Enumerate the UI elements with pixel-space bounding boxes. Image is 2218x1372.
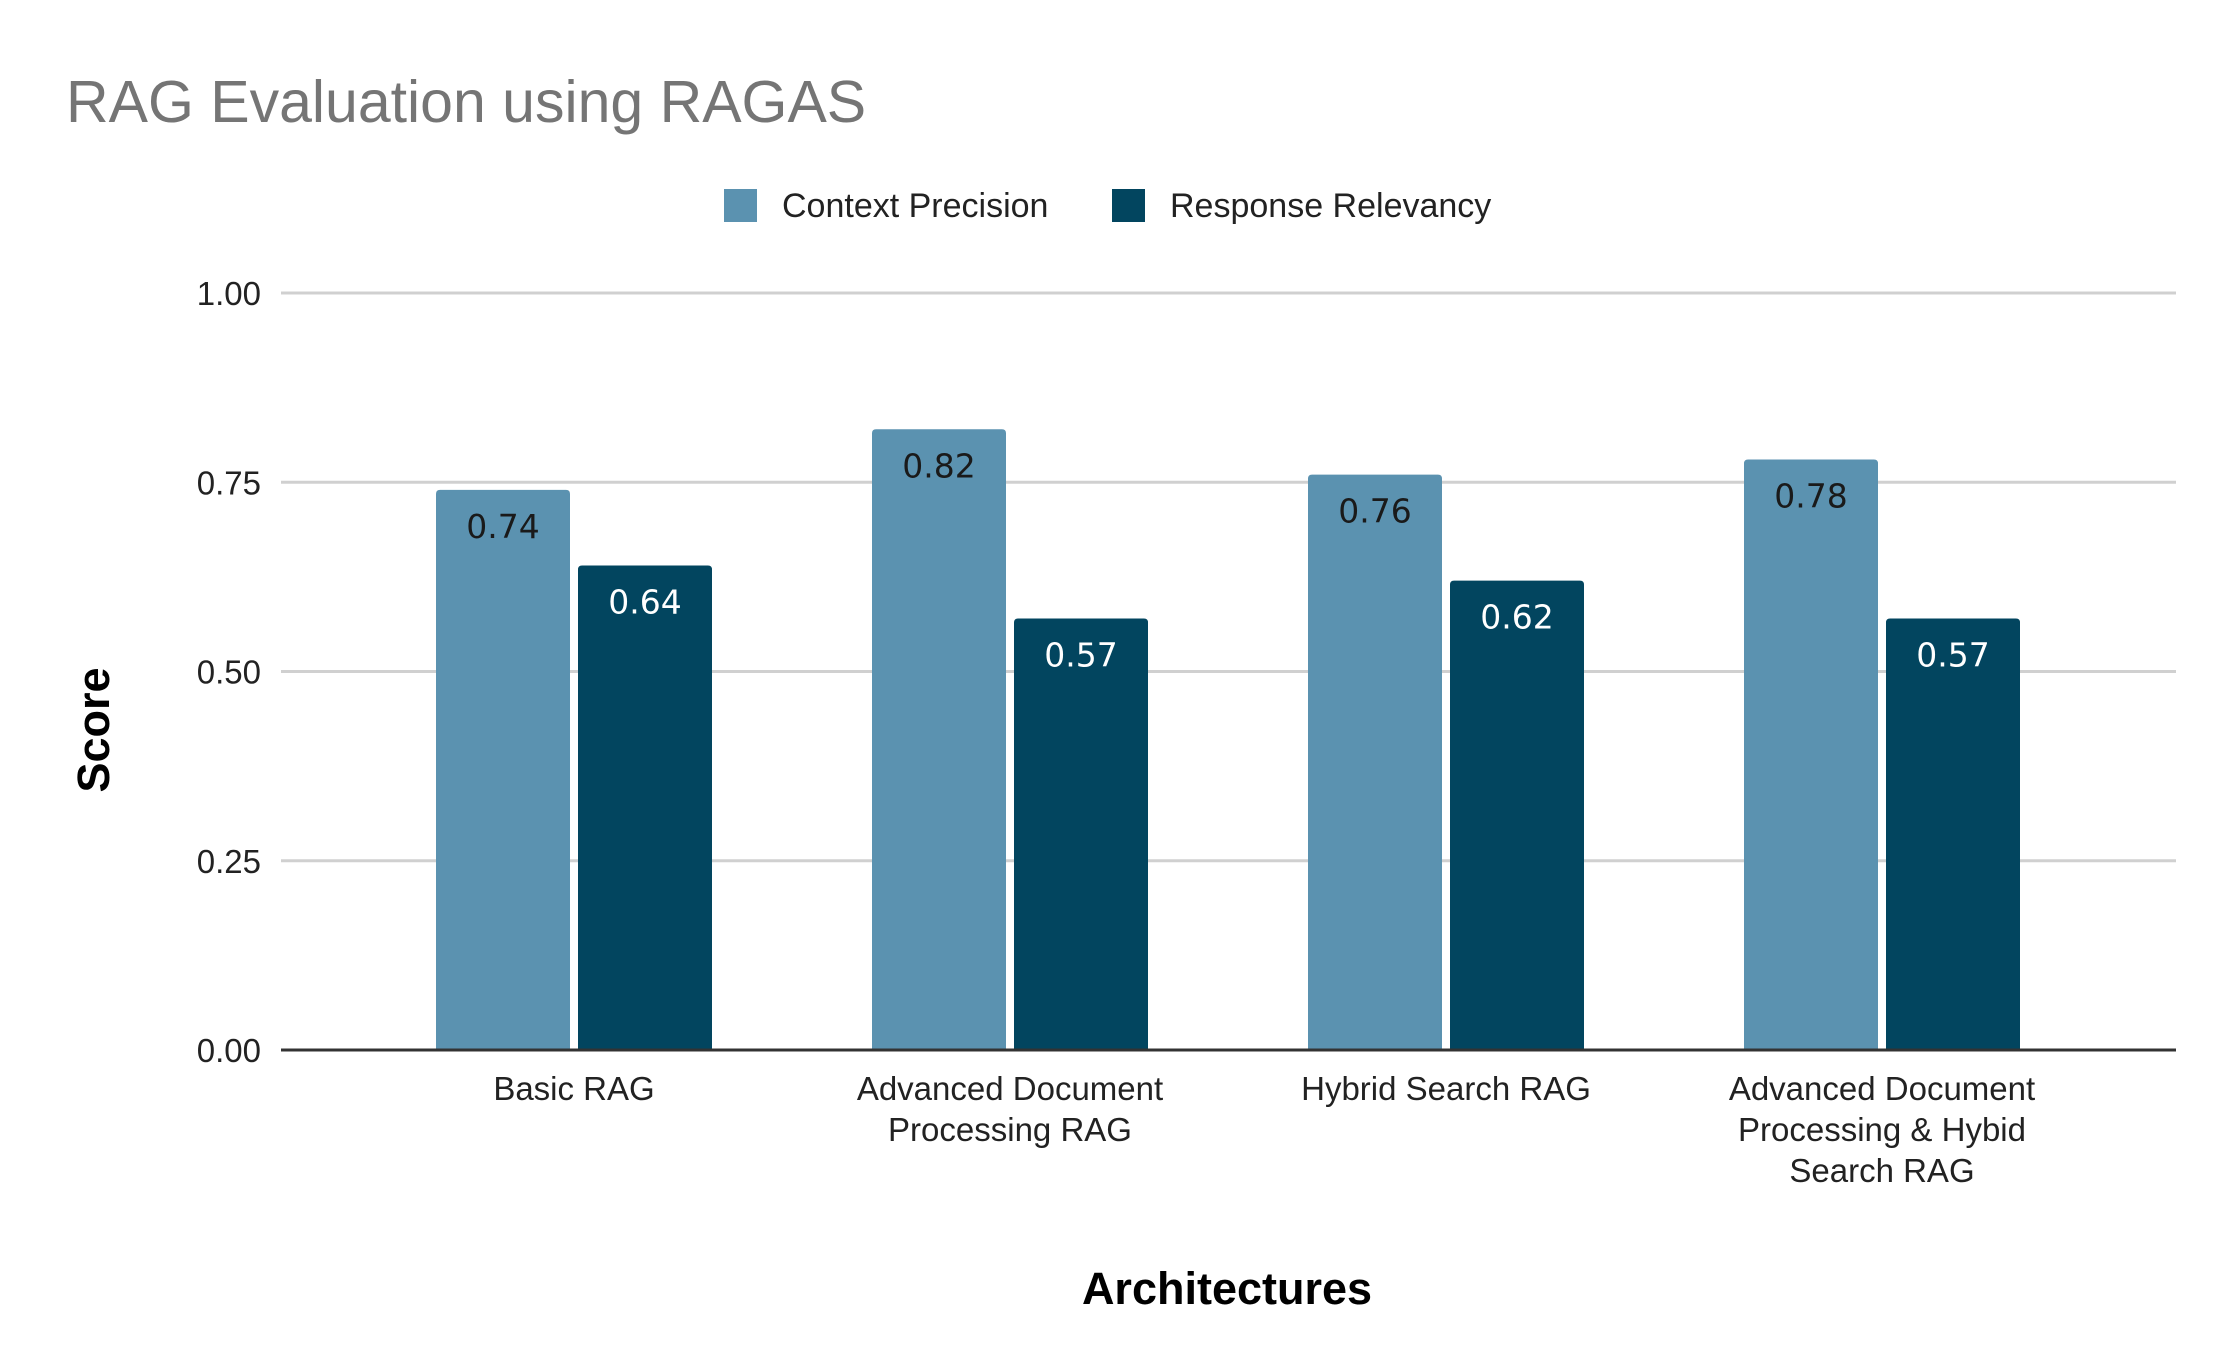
y-tick-label: 0.50: [197, 654, 261, 691]
x-axis-categories: Basic RAG Advanced Document Processing RAG…: [493, 1070, 2035, 1189]
data-label: 0.62: [1480, 598, 1553, 637]
data-label: 0.64: [608, 583, 681, 622]
data-label: 0.82: [902, 446, 975, 485]
data-label: 0.78: [1774, 477, 1847, 516]
x-category-label-line: Processing RAG: [888, 1111, 1132, 1148]
x-category-label-line: Search RAG: [1789, 1152, 1974, 1189]
bar-response-relevancy: [578, 565, 712, 1050]
x-category-label-line: Advanced Document: [857, 1070, 1163, 1107]
y-axis-ticks: 0.00 0.25 0.50 0.75 1.00: [197, 275, 261, 1069]
bars: 0.74 0.82 0.76 0.78 0.64 0.57 0.62 0.57: [281, 429, 2176, 1052]
x-category-label: Advanced Document Processing & Hybid Searc…: [1729, 1070, 2035, 1189]
legend: Context Precision Response Relevancy: [724, 187, 1491, 225]
y-tick-label: 0.00: [197, 1032, 261, 1069]
bar-context-precision: [1308, 474, 1442, 1050]
data-label: 0.76: [1338, 492, 1411, 531]
x-category-label: Hybrid Search RAG: [1301, 1070, 1591, 1107]
x-category-label-line: Basic RAG: [493, 1070, 654, 1107]
data-label: 0.74: [466, 507, 539, 546]
y-tick-label: 1.00: [197, 275, 261, 312]
legend-swatch: [724, 189, 757, 222]
bar-context-precision: [436, 489, 570, 1050]
y-tick-label: 0.75: [197, 464, 261, 501]
x-axis-title: Architectures: [1082, 1263, 1372, 1314]
y-tick-label: 0.25: [197, 843, 261, 880]
bar-context-precision: [872, 429, 1006, 1050]
data-label: 0.57: [1916, 636, 1989, 675]
x-category-label: Advanced Document Processing RAG: [857, 1070, 1163, 1148]
legend-label: Response Relevancy: [1170, 187, 1491, 225]
y-axis-title: Score: [68, 667, 119, 792]
data-label: 0.57: [1044, 636, 1117, 675]
bar-response-relevancy: [1014, 618, 1148, 1050]
bar-response-relevancy: [1450, 580, 1584, 1050]
bar-response-relevancy: [1886, 618, 2020, 1050]
x-category-label-line: Advanced Document: [1729, 1070, 2035, 1107]
x-category-label-line: Hybrid Search RAG: [1301, 1070, 1591, 1107]
bar-context-precision: [1744, 459, 1878, 1050]
legend-label: Context Precision: [782, 187, 1048, 225]
chart-title: RAG Evaluation using RAGAS: [66, 69, 866, 135]
legend-swatch: [1112, 189, 1145, 222]
x-category-label-line: Processing & Hybid: [1738, 1111, 2026, 1148]
x-category-label: Basic RAG: [493, 1070, 654, 1107]
